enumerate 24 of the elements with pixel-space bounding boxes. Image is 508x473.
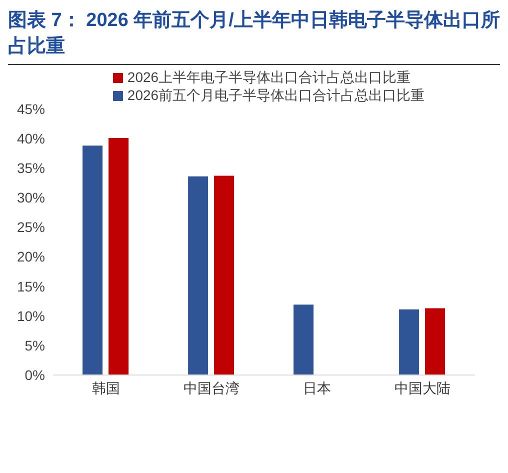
y-tick-label: 45% (16, 100, 45, 117)
y-tick-label: 15% (16, 278, 45, 294)
bar (214, 176, 234, 375)
y-tick-label: 0% (24, 366, 45, 383)
bar (188, 176, 208, 375)
bar (399, 309, 420, 375)
chart-title: 图表 7： 2026 年前五个月/上半年中日韩电子半导体出口所占比重 (8, 8, 500, 65)
y-tick-label: 10% (16, 308, 45, 324)
y-tick-label: 5% (24, 337, 45, 354)
x-tick-label: 中国台湾 (183, 380, 240, 396)
y-tick-label: 20% (16, 248, 45, 265)
bar (294, 304, 314, 375)
bar (82, 146, 103, 375)
y-tick-label: 35% (16, 160, 45, 176)
y-tick-label: 40% (16, 130, 45, 147)
y-tick-label: 25% (16, 219, 45, 236)
x-tick-label: 中国大陆 (394, 380, 450, 396)
legend-label: 2026前五个月电子半导体出口合计占总出口比重 (127, 87, 425, 103)
x-tick-label: 韩国 (92, 380, 120, 396)
bar (108, 138, 129, 375)
legend-label: 2026上半年电子半导体出口合计占总出口比重 (127, 69, 411, 85)
x-tick-label: 日本 (302, 380, 331, 396)
y-tick-label: 30% (16, 190, 45, 206)
bar (425, 308, 446, 375)
